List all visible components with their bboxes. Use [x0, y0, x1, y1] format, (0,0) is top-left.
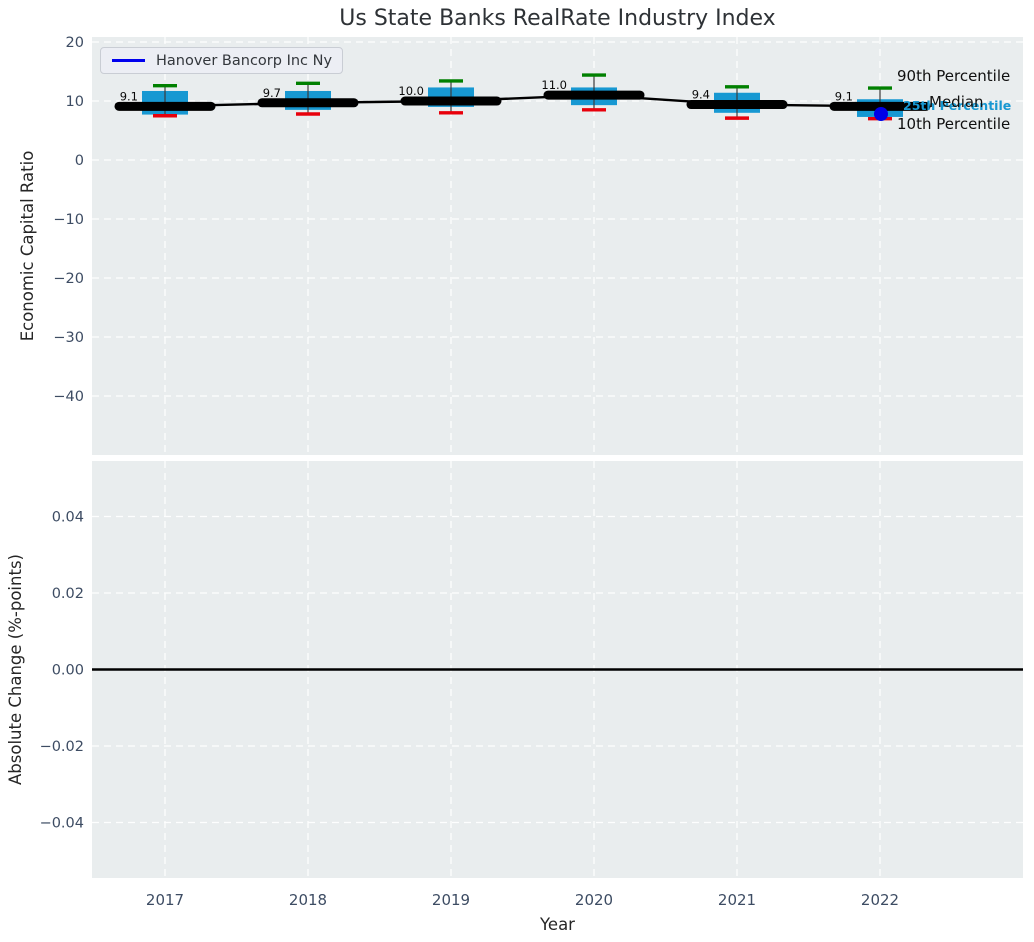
legend-series-label: Hanover Bancorp Inc Ny: [156, 52, 333, 69]
x-axis-label: Year: [539, 915, 575, 934]
y-tick-label-bottom: 0.02: [52, 586, 84, 602]
x-tick-label-2018: 2018: [289, 891, 327, 909]
y-axis-label-bottom: Absolute Change (%-points): [6, 554, 25, 785]
median-value-label-2018: 9.7: [263, 86, 281, 100]
y-tick-label-bottom: −0.04: [40, 816, 84, 832]
x-tick-label-2020: 2020: [575, 891, 613, 909]
y-tick-label-top: 0: [75, 153, 84, 169]
median-value-label-2019: 10.0: [398, 84, 424, 98]
annotation-90th-percentile: 90th Percentile: [897, 67, 1011, 85]
y-axis-label-top: Economic Capital Ratio: [18, 151, 37, 342]
x-tick-label-2021: 2021: [718, 891, 756, 909]
chart-title: Us State Banks RealRate Industry Index: [339, 6, 776, 31]
legend-line-swatch-icon: [112, 59, 145, 62]
y-tick-label-top: −20: [53, 271, 84, 287]
y-tick-label-bottom: 0.00: [52, 663, 84, 679]
y-tick-label-top: −30: [53, 330, 84, 346]
y-tick-label-bottom: −0.02: [40, 739, 84, 755]
y-tick-label-top: −10: [53, 212, 84, 228]
hanover-point-2022: [874, 106, 888, 121]
legend: Hanover Bancorp Inc Ny: [100, 47, 343, 74]
annotation-25th-percentile: 25th Percentile: [903, 98, 1012, 113]
y-tick-label-top: −40: [53, 389, 84, 405]
y-tick-label-bottom: 0.04: [52, 509, 84, 525]
median-value-label-2020: 11.0: [541, 78, 567, 92]
x-tick-label-2022: 2022: [861, 891, 899, 909]
y-tick-label-top: 10: [66, 94, 84, 110]
x-tick-label-2019: 2019: [432, 891, 470, 909]
median-value-label-2017: 9.1: [120, 89, 138, 103]
median-value-label-2021: 9.4: [692, 88, 710, 102]
annotation-median: Median: [929, 93, 984, 111]
x-tick-label-2017: 2017: [146, 891, 184, 909]
annotation-10th-percentile: 10th Percentile: [897, 115, 1011, 133]
median-value-label-2022: 9.1: [835, 89, 853, 103]
y-tick-label-top: 20: [66, 35, 84, 51]
